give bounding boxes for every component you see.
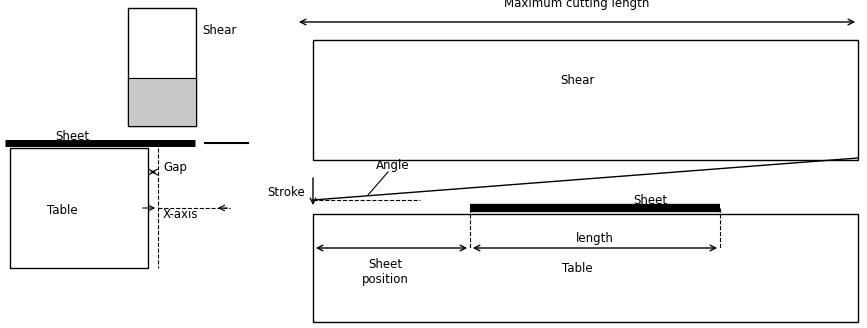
Text: Table: Table bbox=[562, 261, 592, 275]
Text: Sheet: Sheet bbox=[633, 194, 667, 207]
Bar bbox=[313, 40, 858, 160]
Text: Shear: Shear bbox=[202, 24, 237, 36]
Text: Stroke: Stroke bbox=[267, 186, 305, 198]
Text: length: length bbox=[576, 232, 614, 245]
Text: Shear: Shear bbox=[560, 73, 594, 87]
Bar bbox=[128, 8, 196, 126]
Polygon shape bbox=[128, 78, 196, 126]
Bar bbox=[10, 148, 148, 268]
Text: Gap: Gap bbox=[163, 161, 187, 174]
Text: Maximum cutting length: Maximum cutting length bbox=[505, 0, 649, 10]
Text: Sheet
position: Sheet position bbox=[362, 258, 408, 286]
Text: X-axis: X-axis bbox=[163, 208, 199, 220]
Text: Table: Table bbox=[47, 203, 77, 216]
Bar bbox=[313, 214, 858, 322]
Text: Angle: Angle bbox=[376, 158, 409, 172]
Text: Sheet: Sheet bbox=[55, 130, 89, 142]
